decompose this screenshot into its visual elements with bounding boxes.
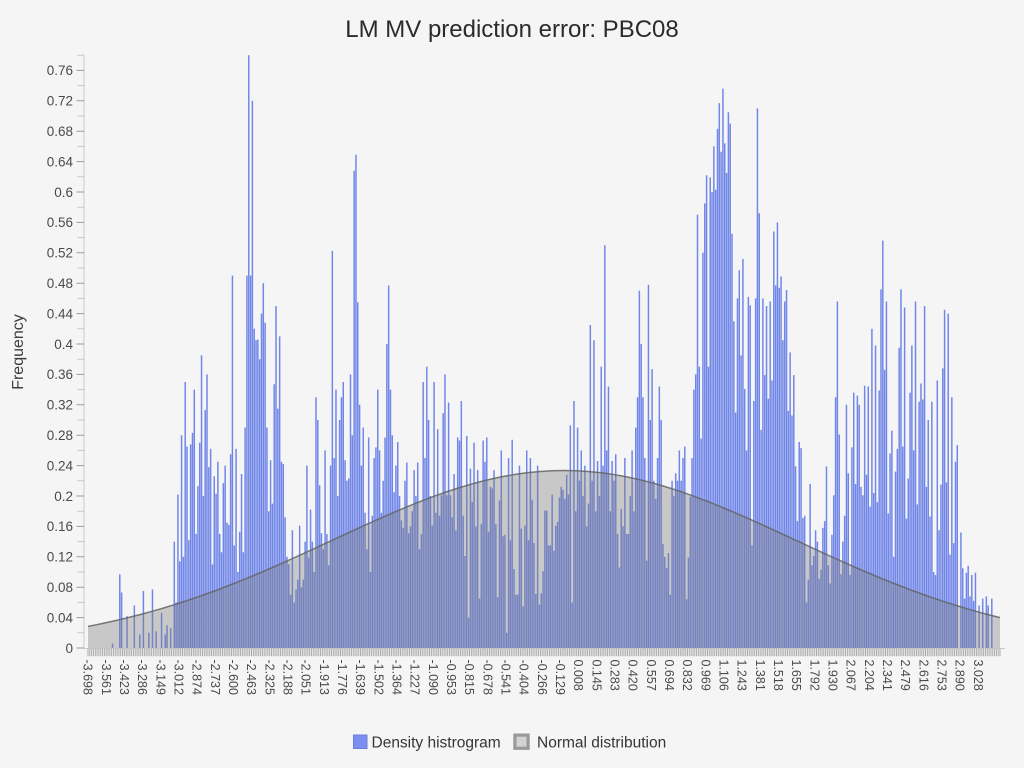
svg-text:-1.502: -1.502 [371, 660, 385, 695]
svg-text:0.76: 0.76 [47, 63, 73, 78]
svg-text:2.753: 2.753 [935, 660, 949, 691]
svg-text:0.16: 0.16 [47, 519, 73, 534]
svg-text:0.12: 0.12 [47, 550, 73, 565]
svg-text:1.792: 1.792 [807, 660, 821, 691]
svg-text:0.24: 0.24 [47, 458, 74, 473]
svg-text:-3.561: -3.561 [99, 660, 113, 695]
svg-text:1.930: 1.930 [826, 660, 840, 691]
svg-text:0.68: 0.68 [47, 124, 73, 139]
svg-text:2.204: 2.204 [862, 660, 876, 691]
svg-text:2.067: 2.067 [844, 660, 858, 691]
svg-text:2.616: 2.616 [916, 660, 930, 691]
svg-text:-0.678: -0.678 [480, 660, 494, 695]
svg-text:1.518: 1.518 [771, 660, 785, 691]
svg-text:Normal distribution: Normal distribution [537, 735, 666, 752]
svg-text:-2.874: -2.874 [190, 660, 204, 695]
svg-text:2.479: 2.479 [898, 660, 912, 691]
svg-text:0.52: 0.52 [47, 246, 73, 261]
svg-text:0.4: 0.4 [54, 337, 73, 352]
svg-text:Frequency: Frequency [10, 314, 27, 390]
svg-text:0.04: 0.04 [47, 610, 74, 625]
svg-text:-2.463: -2.463 [244, 660, 258, 695]
svg-text:0.72: 0.72 [47, 94, 73, 109]
svg-text:LM MV prediction error: PBC08: LM MV prediction error: PBC08 [345, 16, 678, 43]
svg-text:1.243: 1.243 [735, 660, 749, 691]
svg-text:0.6: 0.6 [54, 185, 73, 200]
svg-text:0.694: 0.694 [662, 660, 676, 691]
svg-text:0.283: 0.283 [608, 660, 622, 691]
svg-text:-1.776: -1.776 [335, 660, 349, 695]
svg-text:0.36: 0.36 [47, 367, 73, 382]
svg-text:0.44: 0.44 [47, 306, 74, 321]
svg-text:-1.227: -1.227 [408, 660, 422, 695]
svg-text:-0.815: -0.815 [462, 660, 476, 695]
svg-text:-2.188: -2.188 [281, 660, 295, 695]
svg-text:-0.953: -0.953 [444, 660, 458, 695]
svg-text:2.890: 2.890 [953, 660, 967, 691]
svg-text:0.420: 0.420 [626, 660, 640, 691]
svg-text:0.56: 0.56 [47, 215, 73, 230]
svg-text:-1.090: -1.090 [426, 660, 440, 695]
svg-text:0.32: 0.32 [47, 398, 73, 413]
svg-text:-0.404: -0.404 [517, 660, 531, 695]
svg-text:0.969: 0.969 [698, 660, 712, 691]
svg-text:-0.541: -0.541 [499, 660, 513, 695]
svg-text:1.381: 1.381 [753, 660, 767, 691]
svg-text:0.64: 0.64 [47, 154, 74, 169]
svg-text:-3.149: -3.149 [153, 660, 167, 695]
svg-text:-0.129: -0.129 [553, 660, 567, 695]
svg-text:-3.012: -3.012 [172, 660, 186, 695]
svg-text:0.48: 0.48 [47, 276, 73, 291]
svg-text:0.2: 0.2 [54, 489, 73, 504]
svg-text:-2.600: -2.600 [226, 660, 240, 695]
svg-text:-0.266: -0.266 [535, 660, 549, 695]
svg-text:-2.325: -2.325 [262, 660, 276, 695]
svg-text:0.08: 0.08 [47, 580, 73, 595]
svg-text:-3.286: -3.286 [135, 660, 149, 695]
svg-text:-3.423: -3.423 [117, 660, 131, 695]
svg-text:0.557: 0.557 [644, 660, 658, 691]
svg-text:0.008: 0.008 [571, 660, 585, 691]
svg-text:1.655: 1.655 [789, 660, 803, 691]
svg-text:-3.698: -3.698 [81, 660, 95, 695]
svg-text:1.106: 1.106 [717, 660, 731, 691]
svg-text:-2.051: -2.051 [299, 660, 313, 695]
svg-text:-1.913: -1.913 [317, 660, 331, 695]
svg-text:3.028: 3.028 [971, 660, 985, 691]
svg-text:0.145: 0.145 [589, 660, 603, 691]
svg-text:0.28: 0.28 [47, 428, 73, 443]
svg-text:0.832: 0.832 [680, 660, 694, 691]
svg-text:-1.364: -1.364 [390, 660, 404, 695]
svg-text:Density histrogram: Density histrogram [372, 735, 501, 752]
svg-text:-1.639: -1.639 [353, 660, 367, 695]
svg-text:2.341: 2.341 [880, 660, 894, 691]
svg-text:0: 0 [65, 641, 73, 656]
svg-text:-2.737: -2.737 [208, 660, 222, 695]
